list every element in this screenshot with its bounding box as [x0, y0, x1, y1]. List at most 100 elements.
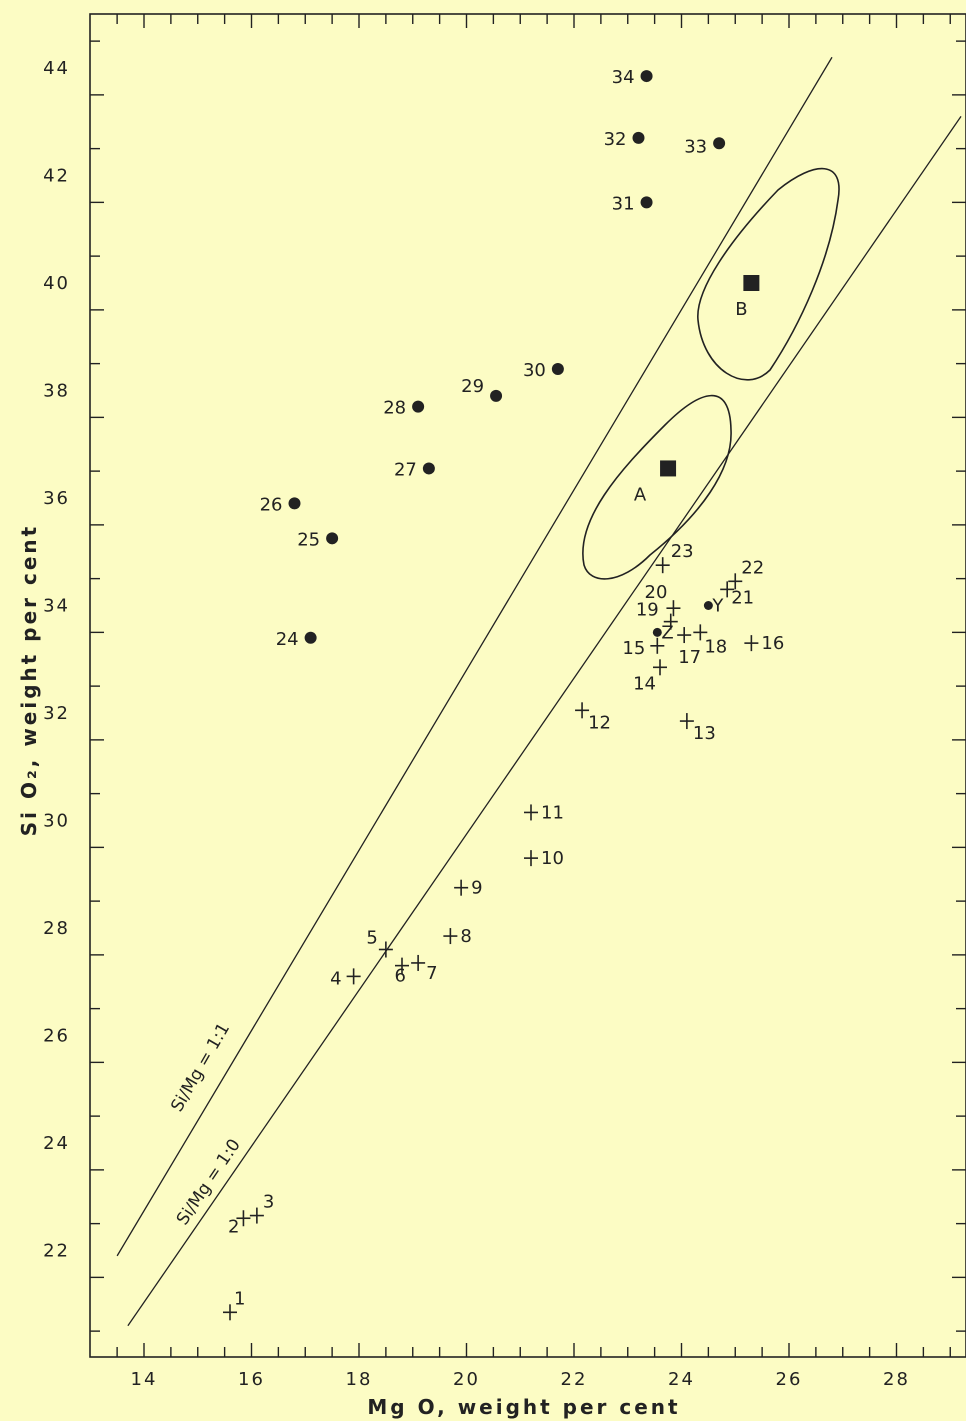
x-tick-label: 28 [883, 1369, 910, 1390]
point-label: 32 [604, 129, 627, 150]
y-tick-label: 22 [43, 1241, 70, 1262]
field-label: B [735, 299, 747, 320]
composition-fields: AB [582, 167, 840, 580]
cross-point [223, 1304, 237, 1321]
point-label: 20 [645, 582, 668, 603]
dot-point [304, 631, 317, 644]
cross-point [655, 557, 670, 574]
point-label: 6 [395, 966, 406, 987]
cross-point [346, 968, 361, 985]
point-label: 16 [761, 633, 784, 654]
point-label: 30 [523, 360, 546, 381]
cross-point [663, 613, 678, 630]
point-label: 8 [460, 926, 471, 947]
point-label: 17 [678, 647, 701, 668]
y-tick-label: 32 [43, 703, 70, 724]
y-tick-label: 40 [43, 273, 70, 294]
cross-point [395, 957, 409, 974]
point-label: 1 [234, 1288, 245, 1309]
y-tick-label: 24 [43, 1133, 70, 1154]
point-label: 19 [636, 600, 659, 621]
x-tick-label: 26 [776, 1369, 803, 1390]
point-label: Z [661, 622, 673, 643]
point-label: 33 [684, 136, 707, 157]
point-label: 29 [461, 376, 484, 397]
axis-ticks [90, 14, 966, 1357]
point-label: 21 [731, 587, 754, 608]
cross-point [249, 1207, 264, 1224]
point-label: 24 [276, 629, 299, 650]
dot-point [326, 532, 339, 545]
point-label: 26 [260, 494, 283, 515]
point-label: 28 [383, 398, 406, 419]
dot-point [640, 70, 653, 83]
point-label: 11 [541, 802, 564, 823]
point-label: 15 [622, 638, 645, 659]
cross-point [666, 600, 681, 617]
dot-point [703, 601, 713, 610]
point-label: 9 [471, 878, 482, 899]
x-axis-label: Mg O, weight per cent [367, 1395, 680, 1419]
field-a-outline [582, 394, 732, 580]
x-tick-label: 24 [668, 1369, 695, 1390]
cross-point [728, 573, 743, 590]
cross-point [454, 879, 469, 896]
cross-point [720, 581, 735, 598]
cross-point [679, 713, 694, 730]
point-label: 10 [541, 848, 564, 869]
reference-lines: Si/Mg = 1:1 Si/Mg = 1:0 [116, 56, 962, 1327]
point-label: 2 [228, 1216, 239, 1237]
point-label: 7 [426, 963, 437, 984]
y-tick-label: 34 [43, 596, 70, 617]
cross-point [411, 954, 426, 971]
reference-line-label: Si/Mg = 1:1 [167, 1020, 234, 1116]
cross-point [744, 635, 759, 652]
y-tick-label: 44 [43, 58, 70, 79]
dot-point [640, 196, 653, 209]
field-b-outline [697, 167, 840, 381]
y-tick-label: 38 [43, 381, 70, 402]
point-label: 4 [330, 968, 341, 989]
y-tick-label: 26 [43, 1026, 70, 1047]
x-tick-label: 18 [346, 1369, 373, 1390]
cross-point [443, 928, 458, 945]
y-tick-label: 36 [43, 488, 70, 509]
point-label: 18 [704, 636, 727, 657]
point-label: 3 [263, 1192, 274, 1213]
reference-line-label: Si/Mg = 1:0 [173, 1136, 245, 1229]
point-label: Y [711, 596, 724, 617]
point-label: 23 [671, 541, 694, 562]
y-tick-label: 42 [43, 166, 70, 187]
cross-point [653, 659, 667, 676]
point-label: 14 [633, 673, 656, 694]
cross-point [650, 637, 665, 654]
dot-point [288, 497, 301, 510]
dot-point [652, 627, 662, 637]
cross-point [693, 624, 708, 641]
dot-point [490, 389, 503, 402]
y-tick-label: 30 [43, 811, 70, 832]
y-axis-label: Si O₂, weight per cent [17, 524, 41, 836]
square-point [660, 460, 677, 477]
point-label: 5 [366, 928, 377, 949]
y-tick-label: 28 [43, 918, 70, 939]
cross-point [677, 627, 692, 644]
dot-point [551, 363, 564, 375]
x-tick-label: 16 [238, 1369, 265, 1390]
reference-line [127, 116, 962, 1327]
point-label: 12 [588, 712, 611, 733]
cross-point [575, 702, 590, 719]
cross-point [524, 850, 538, 867]
point-label: 22 [741, 557, 764, 578]
point-label: 34 [612, 67, 635, 88]
point-label: 31 [612, 193, 635, 214]
dot-point [713, 137, 726, 150]
dot-point [412, 400, 425, 413]
field-label: A [634, 484, 647, 505]
x-tick-label: 20 [453, 1369, 480, 1390]
square-point [743, 275, 760, 291]
point-label: 27 [394, 459, 417, 480]
